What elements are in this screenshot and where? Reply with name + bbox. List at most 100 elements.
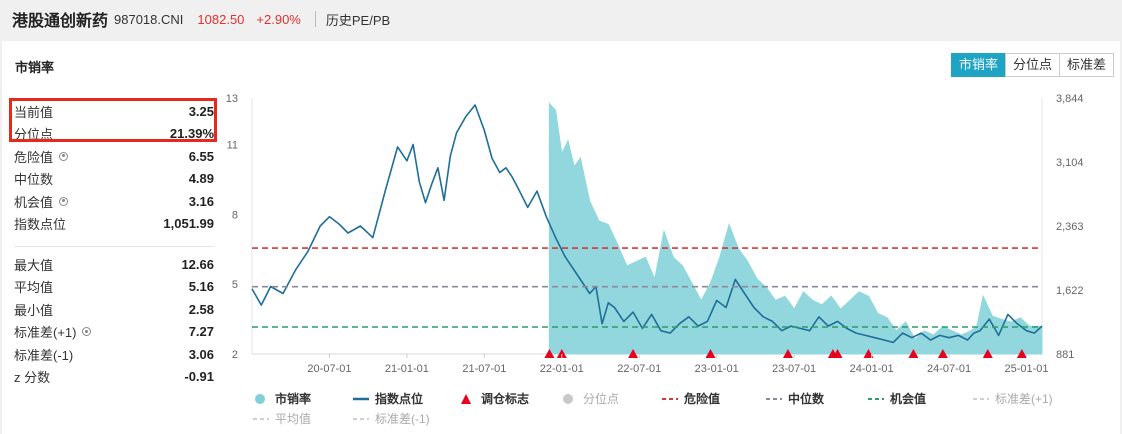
- y-left-tick-label: 8: [232, 209, 238, 221]
- stat-label: 机会值: [14, 194, 54, 210]
- stat-value: 12.66: [181, 256, 214, 272]
- header-bar: 港股通创新药 987018.CNI 1082.50 +2.90% 历史PE/PB: [0, 0, 1122, 38]
- stat-value: 4.89: [188, 171, 214, 187]
- stat-label: 标准差(-1): [14, 347, 74, 363]
- stat-label: 指数点位: [14, 217, 67, 233]
- index-code: 987018.CNI: [114, 11, 184, 27]
- stat-current: 当前值 3.25: [14, 100, 214, 123]
- legend-label: 平均值: [275, 411, 311, 426]
- stat-label: 标准差(+1): [14, 325, 77, 341]
- y-right-tick-label: 881: [1056, 349, 1074, 361]
- legend-label: 市销率: [275, 391, 311, 406]
- gear-icon[interactable]: [59, 151, 69, 161]
- y-left-tick-label: 2: [232, 349, 238, 361]
- x-tick-label: 21-01-01: [385, 363, 429, 375]
- x-tick-label: 23-01-01: [695, 363, 739, 375]
- x-tick-label: 23-07-01: [772, 363, 816, 375]
- stat-std-plus: 标准差(+1) 7.27: [14, 321, 214, 344]
- stat-value: 6.55: [188, 148, 214, 164]
- index-price: 1082.50: [197, 11, 245, 27]
- legend-item: 调仓标志: [461, 391, 529, 406]
- stats-list: 当前值 3.25 分位点 21.39% 危险值 6.55 中位数 4.89 机会…: [14, 100, 214, 388]
- legend-label: 机会值: [890, 391, 926, 406]
- rebalance-marker: [832, 349, 843, 358]
- stat-danger: 危险值 6.55: [14, 145, 214, 168]
- stat-value: 7.27: [188, 324, 214, 340]
- legend-item: 指数点位: [353, 391, 423, 406]
- rebalance-marker: [782, 349, 793, 358]
- y-right-tick-label: 2,363: [1056, 221, 1084, 233]
- stat-label: 中位数: [14, 172, 54, 188]
- index-title: 港股通创新药: [12, 13, 109, 30]
- stat-label: 最小值: [14, 302, 54, 318]
- y-left-tick-label: 11: [227, 140, 238, 152]
- legend-item: 分位点: [563, 391, 619, 406]
- stat-label: 最大值: [14, 257, 54, 273]
- header-divider: [314, 11, 316, 27]
- rebalance-marker: [628, 349, 639, 358]
- legend-item: 危险值: [662, 391, 720, 406]
- x-tick-label: 24-07-01: [927, 363, 971, 375]
- tab-ps[interactable]: 市销率: [950, 53, 1006, 77]
- tab-percentile[interactable]: 分位点: [1004, 53, 1060, 77]
- stat-median: 中位数 4.89: [14, 168, 214, 191]
- y-left-tick-label: 5: [232, 279, 238, 291]
- stat-value: -0.91: [184, 369, 214, 385]
- legend-item: 市销率: [255, 391, 311, 406]
- rebalance-marker: [863, 349, 874, 358]
- gear-icon[interactable]: [59, 196, 69, 206]
- stat-value: 1,051.99: [163, 216, 214, 232]
- x-tick-label: 20-07-01: [307, 363, 351, 375]
- rebalance-marker: [908, 349, 919, 358]
- legend-label: 标准差(-1): [375, 412, 430, 426]
- legend-label: 指数点位: [375, 391, 423, 406]
- legend-label: 标准差(+1): [995, 392, 1053, 406]
- x-tick-label: 24-01-01: [850, 363, 894, 375]
- legend-dot-icon: [563, 394, 573, 404]
- legend-item: 标准差(+1): [973, 392, 1053, 406]
- gear-icon[interactable]: [82, 327, 92, 337]
- stat-value: 3.06: [188, 346, 214, 362]
- x-tick-label: 21-07-01: [462, 363, 506, 375]
- stat-percentile: 分位点 21.39%: [14, 123, 214, 146]
- stat-value: 21.39%: [169, 126, 214, 142]
- stat-label: 危险值: [14, 149, 54, 165]
- stat-label: 分位点: [14, 127, 54, 143]
- stat-value: 2.58: [188, 301, 214, 317]
- stat-max: 最大值 12.66: [14, 253, 214, 276]
- legend-item: 平均值: [253, 411, 311, 426]
- index-change: +2.90%: [256, 11, 301, 27]
- rebalance-marker: [982, 349, 993, 358]
- x-tick-label: 25-01-01: [1004, 363, 1048, 375]
- tab-std[interactable]: 标准差: [1058, 53, 1114, 77]
- rebalance-marker: [1016, 349, 1027, 358]
- stat-zscore: z 分数 -0.91: [14, 366, 214, 389]
- legend-dot-icon: [255, 394, 265, 404]
- y-right-tick-label: 1,622: [1056, 285, 1084, 297]
- metric-tabs: 市销率 分位点 标准差: [950, 53, 1114, 77]
- stat-value: 5.16: [188, 279, 214, 295]
- highlight-box: [9, 98, 217, 142]
- legend-item: 机会值: [868, 391, 926, 406]
- rebalance-marker: [544, 349, 555, 358]
- legend-item: 标准差(-1): [353, 412, 430, 426]
- legend-label: 调仓标志: [481, 391, 529, 406]
- legend-triangle-icon: [461, 394, 471, 404]
- legend-label: 分位点: [583, 391, 619, 406]
- ps-area: [548, 102, 1043, 355]
- stat-min: 最小值 2.58: [14, 298, 214, 321]
- stat-value: 3.25: [188, 103, 214, 119]
- stat-label: 平均值: [14, 280, 54, 296]
- y-left-tick-label: 13: [226, 93, 238, 105]
- x-tick-label: 22-07-01: [617, 363, 661, 375]
- x-tick-label: 22-01-01: [540, 363, 584, 375]
- history-pe-pb-link[interactable]: 历史PE/PB: [325, 12, 391, 28]
- legend-item: 中位数: [766, 391, 825, 406]
- legend-label: 危险值: [683, 391, 720, 406]
- stat-opportunity: 机会值 3.16: [14, 190, 214, 213]
- y-right-tick-label: 3,104: [1056, 157, 1084, 169]
- stat-label: 当前值: [14, 104, 54, 120]
- stat-mean: 平均值 5.16: [14, 276, 214, 299]
- rebalance-marker: [937, 349, 948, 358]
